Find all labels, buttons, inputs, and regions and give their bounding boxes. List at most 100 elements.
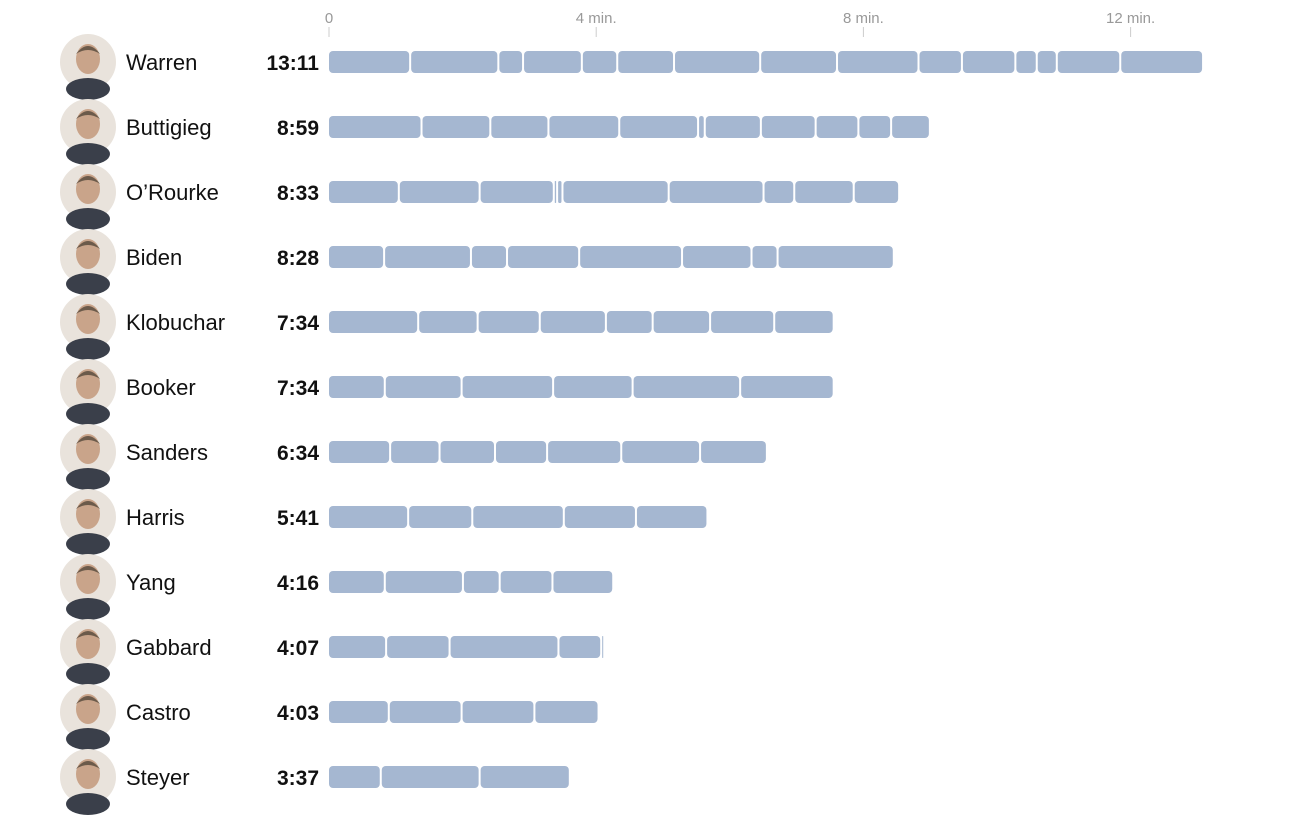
avatar	[60, 684, 116, 750]
speaking-segment	[1121, 51, 1203, 73]
avatar	[60, 359, 116, 425]
speaking-segment	[329, 571, 384, 593]
speaking-segment	[480, 766, 569, 788]
speaking-segment	[450, 636, 558, 658]
total-time-label: 6:34	[277, 442, 319, 465]
speaking-segment	[496, 441, 547, 463]
speaking-segment	[419, 311, 477, 333]
speaking-segment	[741, 376, 833, 398]
candidate-name: O’Rourke	[126, 180, 219, 205]
speaking-segment	[962, 51, 1015, 73]
avatar	[60, 294, 116, 360]
speaking-segment	[409, 506, 472, 528]
speaking-segment	[683, 246, 751, 268]
speaking-segment	[553, 571, 613, 593]
speaking-segment	[411, 51, 498, 73]
speaking-segment	[463, 571, 499, 593]
speaking-segment	[580, 246, 682, 268]
row-sanders: Sanders 6:34	[60, 424, 766, 490]
candidate-name: Gabbard	[126, 635, 212, 660]
speaking-segment	[329, 116, 421, 138]
total-time-label: 3:37	[277, 767, 319, 790]
speaking-segment	[329, 51, 410, 73]
speaking-segment	[554, 181, 557, 203]
speaking-segment	[919, 51, 961, 73]
speaking-segment	[391, 441, 439, 463]
row-yang: Yang 4:16	[60, 554, 613, 620]
avatar	[60, 749, 116, 815]
total-time-label: 13:11	[266, 52, 319, 75]
total-time-label: 7:34	[277, 377, 319, 400]
speaking-segment	[329, 701, 388, 723]
avatar	[60, 99, 116, 165]
speaking-segment	[622, 441, 700, 463]
speaking-segment	[554, 376, 632, 398]
row-castro: Castro 4:03	[60, 684, 598, 750]
speaking-segment	[549, 116, 619, 138]
speaking-segment	[329, 766, 380, 788]
candidate-name: Warren	[126, 50, 197, 75]
row-harris: Harris 5:41	[60, 489, 707, 555]
x-tick-label: 0	[325, 10, 333, 27]
speaking-segment	[699, 116, 704, 138]
total-time-label: 4:07	[277, 637, 319, 660]
speaking-segment	[473, 506, 563, 528]
total-time-label: 4:16	[277, 572, 319, 595]
speaking-segment	[558, 181, 562, 203]
total-time-label: 7:34	[277, 312, 319, 335]
speaking-segment	[559, 636, 601, 658]
speaking-segment	[329, 376, 384, 398]
speaking-segment	[480, 181, 553, 203]
speaking-segment	[385, 571, 462, 593]
avatar	[60, 489, 116, 555]
speaking-segment	[653, 311, 710, 333]
speaking-segment	[752, 246, 777, 268]
row-buttigieg: Buttigieg 8:59	[60, 99, 929, 165]
speaking-segment	[563, 181, 668, 203]
candidate-name: Sanders	[126, 440, 208, 465]
speaking-segment	[499, 51, 523, 73]
speaking-segment	[440, 441, 494, 463]
speaking-segment	[675, 51, 760, 73]
speaking-segment	[764, 181, 794, 203]
speaking-segment	[633, 376, 740, 398]
speaking-segment	[761, 51, 837, 73]
speaking-segment	[540, 311, 605, 333]
speaking-segment	[462, 701, 534, 723]
candidate-rows: Warren 13:11 Buttigieg 8:59 O’Rourke 8:33 Bide…	[60, 34, 1203, 815]
speaking-segment	[795, 181, 853, 203]
avatar	[60, 424, 116, 490]
speaking-segment	[548, 441, 621, 463]
row-warren: Warren 13:11	[60, 34, 1203, 100]
speaking-segment	[838, 51, 918, 73]
candidate-name: Buttigieg	[126, 115, 212, 140]
speaking-segment	[535, 701, 598, 723]
speaking-segment	[778, 246, 893, 268]
total-time-label: 5:41	[277, 507, 319, 530]
candidate-name: Castro	[126, 700, 191, 725]
candidate-name: Klobuchar	[126, 310, 225, 335]
candidate-name: Yang	[126, 570, 176, 595]
speaking-segment	[389, 701, 461, 723]
speaking-segment	[462, 376, 553, 398]
speaking-segment	[491, 116, 548, 138]
speaking-segment	[606, 311, 652, 333]
row-gabbard: Gabbard 4:07	[60, 619, 604, 685]
speaking-segment	[582, 51, 617, 73]
x-tick-label: 8 min.	[843, 10, 884, 27]
total-time-label: 8:59	[277, 117, 319, 140]
x-tick-label: 4 min.	[576, 10, 617, 27]
candidate-name: Harris	[126, 505, 185, 530]
speaking-segment	[711, 311, 774, 333]
speaking-segment	[859, 116, 891, 138]
speaking-segment	[329, 636, 386, 658]
avatar	[60, 164, 116, 230]
speaking-segment	[669, 181, 763, 203]
avatar	[60, 34, 116, 100]
speaking-segment	[385, 246, 470, 268]
speaking-segment	[854, 181, 899, 203]
speaking-segment	[329, 311, 418, 333]
speaking-segment	[508, 246, 579, 268]
row-booker: Booker 7:34	[60, 359, 833, 425]
